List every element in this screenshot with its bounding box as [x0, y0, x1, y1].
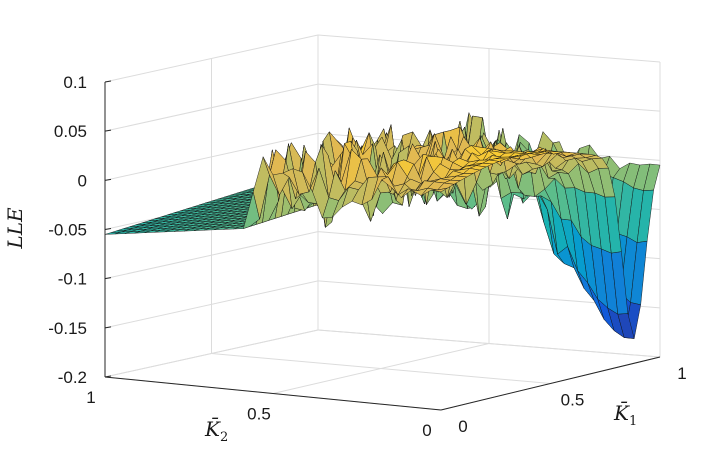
z-tick-label: 0.1 — [63, 73, 87, 92]
surface-mesh — [104, 112, 661, 339]
x-tick-label: 0.5 — [561, 391, 585, 410]
y-grid-line-floor — [272, 343, 490, 394]
tick-labels: -0.2 -0.15 -0.1 -0.05 0 0.05 0.1 0 0.5 1 0 0.5 1 — [48, 73, 686, 440]
z-tick-mark — [104, 129, 112, 132]
y-axis-label: K̄2 — [204, 416, 228, 445]
z-tick-mark — [104, 375, 112, 378]
y-tick-label: 1 — [86, 388, 95, 407]
z-tick-label: 0 — [78, 171, 87, 190]
z-tick-label: -0.1 — [58, 270, 87, 289]
axis-labels: LLE K̄1 K̄2 — [3, 207, 637, 445]
x-axis-label: K̄1 — [613, 400, 637, 429]
y-axis-line — [104, 376, 442, 411]
x-tick-label: 0 — [458, 417, 467, 436]
y-grid-line-floor — [104, 329, 319, 378]
z-tick-label: -0.05 — [48, 221, 87, 240]
z-tick-mark — [104, 80, 112, 83]
z-tick-mark — [104, 228, 112, 230]
z-tick-mark — [104, 277, 112, 280]
z-tick-mark — [104, 178, 112, 181]
x-tick-label: 1 — [677, 364, 686, 383]
surface-patch — [430, 187, 448, 193]
z-tick-label: -0.15 — [48, 319, 87, 338]
x-axis-line — [440, 356, 661, 411]
z-axis-label: LLE — [3, 207, 27, 250]
chart-axes — [104, 80, 661, 411]
z-tick-label: 0.05 — [54, 122, 87, 141]
z-tick-label: -0.2 — [58, 368, 87, 387]
z-tick-mark — [104, 326, 112, 329]
y-tick-label: 0 — [422, 421, 431, 440]
y-tick-label: 0.5 — [247, 405, 271, 424]
